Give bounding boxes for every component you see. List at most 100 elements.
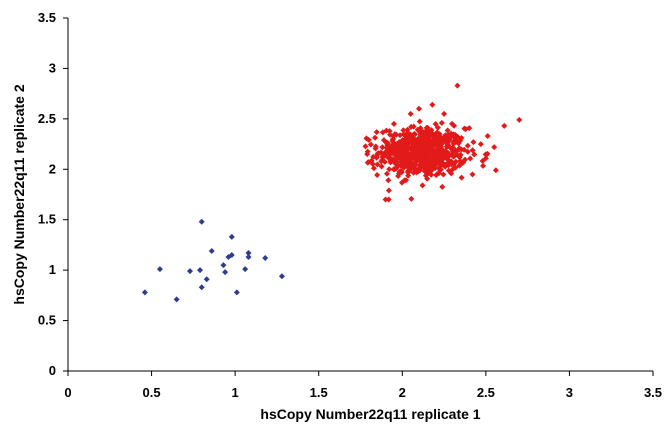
series-1-point [404,126,411,133]
series-1-point [437,166,444,173]
series-1-point [426,149,433,156]
series-1-point [403,155,410,162]
series-1-point [365,136,372,143]
series-1-point [383,170,390,177]
y-tick-label: 2 [49,161,56,176]
y-tick-label: 3 [49,60,56,75]
series-1-point [464,142,471,149]
x-tick-label: 2 [399,385,406,400]
series-1-point [408,123,415,130]
series-1-point [419,182,426,189]
series-1-point [448,170,455,177]
series-1-point [458,174,465,181]
series-1-point [419,136,426,143]
series-0-point [203,276,210,283]
series-1-point [417,125,424,132]
y-tick-label: 2.5 [38,111,56,126]
series-1-point [422,160,429,167]
series-1-point [386,166,393,173]
series-1-point [397,132,404,139]
series-1-point [434,124,441,131]
series-1-point [411,140,418,147]
series-1-point [395,172,402,179]
series-0-point [197,267,204,274]
series-0-point [156,266,163,273]
y-axis-title: hsCopy Number22q11 replicate 2 [11,84,27,304]
series-1-point [440,171,447,178]
series-1-point [441,148,448,155]
series-0-point [245,254,252,261]
series-1-point [461,125,468,132]
series-1-point [362,143,369,150]
series-1-point [415,166,422,173]
series-1-point [394,161,401,168]
series-1-point [389,155,396,162]
series-1-point [442,163,449,170]
series-1-point [450,161,457,168]
series-1-point [393,131,400,138]
series-1-point [417,162,424,169]
series-0-point [262,255,269,262]
series-1-point [372,134,379,141]
series-1-point [436,131,443,138]
series-1-point [423,124,430,131]
series-1-point [444,127,451,134]
series-1-point [390,120,397,127]
series-1-point [392,143,399,150]
x-tick-label: 2.5 [477,385,495,400]
series-1-point [424,175,431,182]
series-0-point [222,269,229,276]
series-1-point [462,156,469,163]
series-1-point [516,116,523,123]
series-1-point [432,156,439,163]
series-1-point [441,110,448,117]
series-0-point [187,268,194,275]
series-1-point [429,137,436,144]
series-1-point [469,171,476,178]
x-tick-label: 1 [232,385,239,400]
series-1-point [367,141,374,148]
x-tick-label: 3 [566,385,573,400]
series-1-point [407,154,414,161]
series-1-point [416,118,423,125]
series-1-point [417,155,424,162]
series-1-point [457,161,464,168]
y-tick-label: 1.5 [38,212,56,227]
series-1-point [484,132,491,139]
series-1-point [430,146,437,153]
series-1-point [457,151,464,158]
series-1-point [385,148,392,155]
series-1-point [415,150,422,157]
series-1-point [379,129,386,136]
series-1-point [412,157,419,164]
series-1-point [467,155,474,162]
series-1-point [400,127,407,134]
y-tick-label: 3.5 [38,10,56,25]
series-1-point [424,141,431,148]
series-1-point [399,158,406,165]
series-1-point [450,153,457,160]
series-1-point [412,161,419,168]
series-1-point [385,140,392,147]
series-1-point [471,151,478,158]
series-0-point [228,252,235,259]
series-1-point [477,141,484,148]
series-1-point [428,166,435,173]
series-1-point [431,151,438,158]
series-0-point [208,247,215,254]
series-1-point [492,167,499,174]
series-1-point [444,136,451,143]
series-1-point [380,151,387,158]
series-1-point [378,163,385,170]
series-0-point [198,218,205,225]
series-1-point [411,130,418,137]
series-1-point [491,144,498,151]
series-1-point [407,110,414,117]
series-1-point [364,159,371,166]
series-1-point [415,135,422,142]
series-1-point [374,171,381,178]
series-1-point [379,144,386,151]
series-1-point [370,165,377,172]
